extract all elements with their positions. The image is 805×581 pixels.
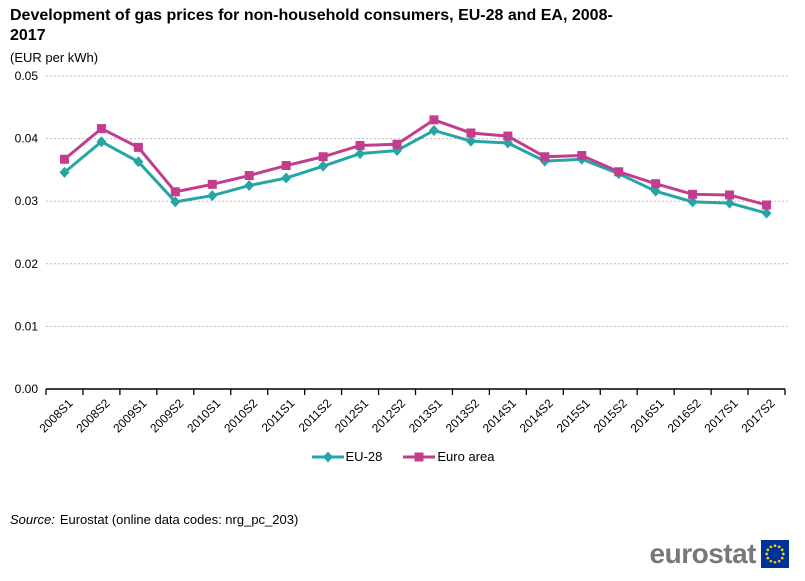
marker-euro-area xyxy=(762,200,772,210)
legend-item-eu-28: EU-28 xyxy=(311,449,383,464)
marker-euro-area xyxy=(688,189,698,199)
x-tick-label: 2016S2 xyxy=(665,396,704,435)
x-tick-label: 2015S2 xyxy=(591,396,630,435)
marker-euro-area xyxy=(503,131,513,141)
x-tick-label: 2008S1 xyxy=(36,396,75,435)
eurostat-logo-text: eurostat xyxy=(649,538,757,569)
source-note: Source: Eurostat (online data codes: nrg_… xyxy=(10,512,298,527)
x-tick-label: 2012S2 xyxy=(369,396,408,435)
marker-eu-28 xyxy=(281,172,292,184)
legend-label: Euro area xyxy=(437,449,495,464)
marker-euro-area xyxy=(429,115,439,125)
marker-eu-28 xyxy=(761,207,772,219)
marker-eu-28 xyxy=(318,160,329,172)
marker-euro-area xyxy=(392,139,402,149)
marker-euro-area xyxy=(614,167,624,177)
marker-euro-area xyxy=(466,128,476,138)
marker-euro-area xyxy=(355,140,365,150)
line-chart-plot-area: 0.000.010.020.030.040.052008S12008S22009… xyxy=(15,69,790,435)
legend-marker-shape xyxy=(322,451,333,462)
legend-item-euro-area: Euro area xyxy=(402,449,494,464)
x-tick-label: 2009S1 xyxy=(110,396,149,435)
x-tick-label: 2017S2 xyxy=(738,396,777,435)
x-tick-label: 2013S1 xyxy=(406,396,445,435)
x-tick-label: 2014S2 xyxy=(517,396,556,435)
marker-euro-area xyxy=(318,152,328,162)
marker-euro-area xyxy=(577,151,587,161)
marker-eu-28 xyxy=(96,136,107,148)
marker-euro-area xyxy=(725,190,735,200)
x-tick-label: 2012S1 xyxy=(332,396,371,435)
x-tick-label: 2017S1 xyxy=(702,396,741,435)
marker-eu-28 xyxy=(355,148,366,160)
chart-subtitle: (EUR per kWh) xyxy=(10,50,99,65)
marker-eu-28 xyxy=(428,124,439,136)
marker-eu-28 xyxy=(133,156,144,168)
y-tick-label: 0.03 xyxy=(15,194,39,208)
x-tick-label: 2013S2 xyxy=(443,396,482,435)
source-label: Source: xyxy=(10,512,55,527)
marker-euro-area xyxy=(133,142,143,152)
marker-euro-area xyxy=(281,161,291,171)
x-tick-label: 2011S2 xyxy=(296,396,335,435)
marker-eu-28 xyxy=(465,135,476,147)
marker-euro-area xyxy=(170,187,180,197)
eu-flag-field xyxy=(761,540,789,568)
marker-euro-area xyxy=(96,124,106,134)
y-tick-label: 0.02 xyxy=(15,257,39,271)
marker-eu-28 xyxy=(244,180,255,192)
x-tick-label: 2010S2 xyxy=(221,396,260,435)
marker-euro-area xyxy=(207,179,217,189)
y-tick-label: 0.05 xyxy=(15,69,39,83)
chart-title: Development of gas prices for non-househ… xyxy=(10,6,730,47)
x-tick-label: 2011S1 xyxy=(259,396,298,435)
x-tick-label: 2010S1 xyxy=(184,396,223,435)
marker-eu-28 xyxy=(687,196,698,208)
chart-legend: EU-28 Euro area xyxy=(0,449,805,464)
x-tick-label: 2009S2 xyxy=(147,396,186,435)
y-tick-label: 0.04 xyxy=(15,132,39,146)
marker-eu-28 xyxy=(650,185,661,197)
marker-eu-28 xyxy=(59,166,70,178)
x-tick-label: 2014S1 xyxy=(480,396,519,435)
legend-marker-euro-area-icon xyxy=(403,452,436,461)
y-tick-label: 0.00 xyxy=(15,382,39,396)
eu-flag-icon xyxy=(761,540,789,568)
legend-marker-shape xyxy=(414,452,424,461)
legend-marker-eu-28-icon xyxy=(311,451,344,462)
marker-euro-area xyxy=(651,179,661,189)
legend-label: EU-28 xyxy=(345,449,383,464)
chart-title-line1: Development of gas prices for non-househ… xyxy=(10,7,613,24)
marker-eu-28 xyxy=(170,196,181,208)
source-text: Eurostat (online data codes: nrg_pc_203) xyxy=(59,512,299,527)
series-line-eu-28 xyxy=(63,128,767,215)
marker-euro-area xyxy=(244,171,254,181)
x-tick-label: 2015S1 xyxy=(554,396,593,435)
eu-flag-stars xyxy=(765,544,785,564)
chart-title-line2: 2017 xyxy=(10,27,46,45)
marker-euro-area xyxy=(59,154,69,164)
series-line-euro-area xyxy=(63,118,767,207)
marker-euro-area xyxy=(540,152,550,162)
eurostat-logo: eurostat xyxy=(650,540,789,568)
x-tick-label: 2008S2 xyxy=(73,396,112,435)
y-tick-label: 0.01 xyxy=(15,319,39,333)
marker-eu-28 xyxy=(207,190,218,202)
marker-eu-28 xyxy=(724,197,735,209)
x-tick-label: 2016S1 xyxy=(628,396,667,435)
